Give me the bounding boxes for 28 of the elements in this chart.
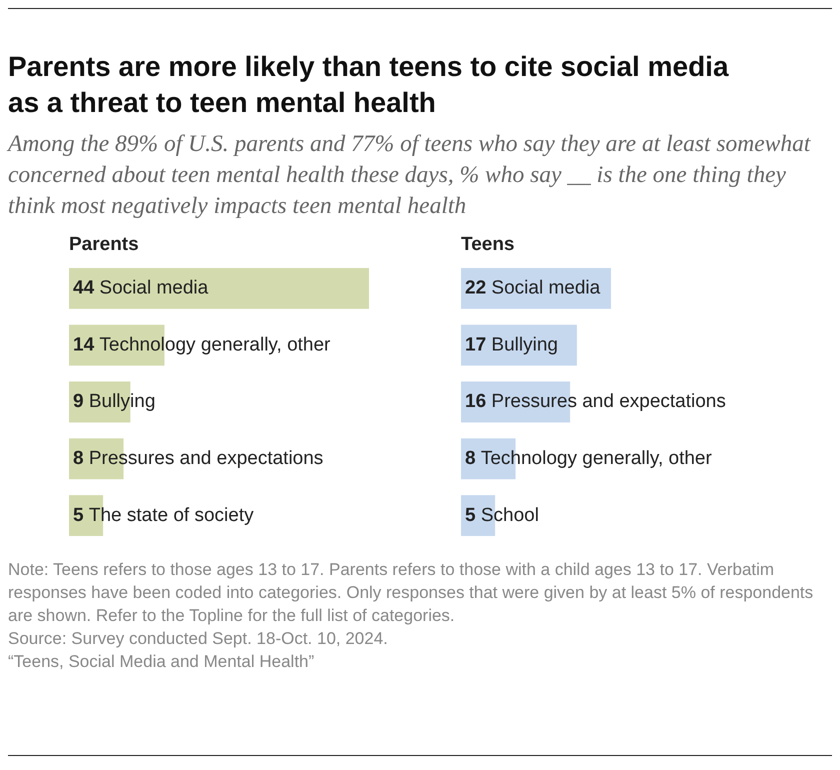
y-tick-label: Pressures and expectations [88, 448, 324, 470]
data-label: 8 [73, 448, 84, 470]
y-tick-label: Technology generally, other [480, 448, 712, 470]
data-label: 8 [465, 448, 476, 470]
text: Note: Teens refers to those ages 13 to 17. Parents refers to those with a child ages 13 to 17. Verbatim responses have been coded into categories. Only responses that were given by at least 5% of respondents are shown. Refer to the Topline for the full list of categories. [8, 559, 814, 627]
series-label: Teens [461, 234, 516, 257]
data-label: 17 [465, 334, 486, 356]
y-tick-label: Social media [99, 278, 209, 299]
chart-title: Parents are more likely than teens to cite social media as a threat to teen mental health [8, 50, 730, 120]
y-tick-label: Pressures and expectations [491, 391, 726, 412]
text: “Teens, Social Media and Mental Health” [8, 651, 316, 673]
data-label: 5 [465, 504, 476, 526]
y-tick-label: Bullying [491, 334, 558, 356]
bar [69, 268, 369, 309]
data-label: 16 [465, 391, 486, 412]
y-tick-label: Technology generally, other [99, 334, 332, 356]
chart-subtitle: Among the 89% of U.S. parents and 77% of teens who say they are at least somewhat concerned about teen mental health these days, % who say __ is the one thing they think most negatively impacts teen mental health [8, 130, 812, 221]
data-label: 9 [73, 391, 84, 412]
data-label: 22 [465, 278, 486, 299]
source-note: Source: Survey conducted Sept. 18-Oct. 10, 2024. [8, 628, 389, 650]
y-tick-label: School [480, 504, 539, 526]
y-tick-label: The state of society [88, 504, 254, 526]
data-label: 14 [73, 334, 95, 356]
series-label: Parents [69, 234, 140, 257]
y-tick-label: Bullying [88, 391, 156, 412]
data-label: 5 [73, 504, 84, 526]
y-tick-label: Social media [491, 278, 601, 299]
data-label: 44 [73, 278, 95, 299]
